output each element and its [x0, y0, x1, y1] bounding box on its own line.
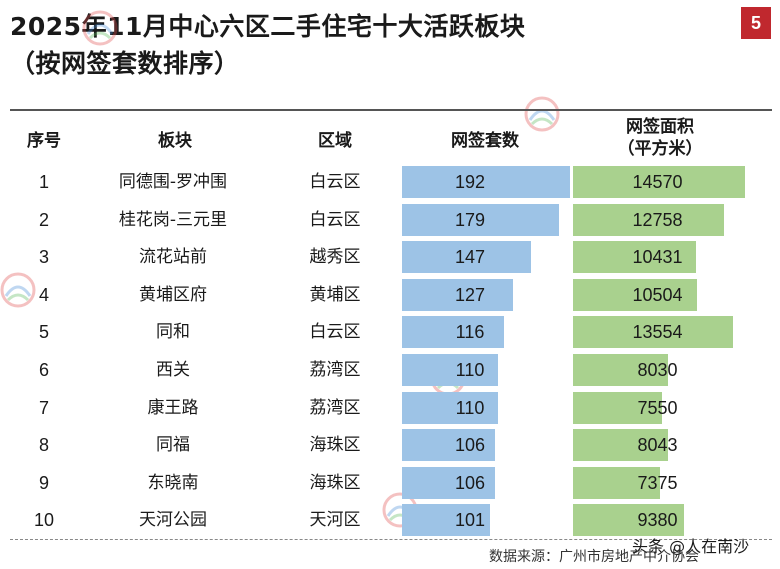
- rank-cell: 9: [38, 472, 49, 493]
- area-value-label: 14570: [632, 172, 683, 192]
- district-cell: 荔湾区: [309, 360, 361, 380]
- area-value-label: 7550: [637, 397, 678, 418]
- area-value-label: 9380: [637, 510, 678, 531]
- district-cell: 白云区: [309, 322, 361, 343]
- area-bar: [573, 203, 724, 236]
- district-cell: 白云区: [309, 172, 361, 192]
- units-bar: [402, 316, 504, 349]
- units-bar: [402, 278, 513, 311]
- block-cell: 西关: [156, 360, 190, 380]
- title-line-2: （按网签套数排序）: [10, 49, 240, 78]
- area-bar: [573, 429, 668, 462]
- rank-cell: 7: [38, 397, 49, 418]
- area-bar: [573, 354, 668, 386]
- area-value-label: 13554: [632, 322, 683, 343]
- title-line-1: 2025年11月中心六区二手住宅十大活跃板块: [10, 12, 526, 41]
- table-bottom-rule: [10, 539, 772, 540]
- units-value-label: 192: [454, 172, 486, 192]
- units-bar: [402, 241, 531, 274]
- watermark-logo-icon: [0, 272, 36, 308]
- header-units: 网签套数: [451, 131, 519, 151]
- area-bar: [573, 391, 662, 424]
- rank-cell: 1: [38, 172, 49, 192]
- watermark-logo-icon: [82, 10, 118, 46]
- block-cell: 东晓南: [147, 472, 199, 493]
- units-bar: [402, 391, 498, 424]
- district-cell: 越秀区: [309, 247, 361, 268]
- units-value-label: 106: [454, 435, 486, 456]
- units-value-label: 127: [454, 284, 486, 305]
- header-area: 网签面积 （平方米）: [595, 116, 725, 160]
- table-top-rule: [10, 109, 772, 111]
- block-cell: 桂花岗-三元里: [118, 209, 228, 230]
- units-value-label: 110: [455, 397, 485, 418]
- block-cell: 黄埔区府: [139, 284, 207, 305]
- units-bar: [402, 166, 570, 198]
- units-value-label: 179: [454, 209, 486, 230]
- area-value-label: 10504: [632, 284, 683, 305]
- area-value-label: 8043: [637, 435, 678, 456]
- area-value-label: 8030: [637, 360, 678, 380]
- area-bar: [573, 278, 697, 311]
- area-value-label: 12758: [632, 209, 683, 230]
- units-bar: [402, 504, 490, 537]
- district-cell: 天河区: [309, 510, 361, 531]
- rank-cell: 6: [38, 360, 49, 380]
- header-area-line-1: 网签面积: [626, 117, 694, 137]
- rank-cell: 5: [38, 322, 49, 343]
- rank-cell: 4: [38, 284, 49, 305]
- rank-cell: 3: [38, 247, 49, 268]
- rank-cell: 8: [38, 435, 49, 456]
- footer-source: 数据来源：广州市房地产中介协会: [489, 549, 699, 565]
- watermark-logo-icon: [524, 96, 560, 132]
- rank-cell: 2: [38, 209, 49, 230]
- area-bar: [573, 316, 733, 349]
- block-cell: 同和: [156, 322, 190, 343]
- units-bar: [402, 429, 495, 462]
- units-bar: [402, 203, 559, 236]
- district-cell: 荔湾区: [309, 397, 361, 418]
- header-rank: 序号: [27, 131, 61, 151]
- district-cell: 白云区: [309, 209, 361, 230]
- block-cell: 同德围-罗冲围: [118, 172, 228, 192]
- district-cell: 海珠区: [309, 435, 361, 456]
- block-cell: 流花站前: [139, 247, 207, 268]
- block-cell: 天河公园: [139, 510, 207, 531]
- block-cell: 康王路: [147, 397, 199, 418]
- header-block: 板块: [158, 131, 192, 151]
- area-bar: [573, 166, 745, 198]
- area-bar: [573, 241, 696, 274]
- units-value-label: 116: [455, 322, 485, 343]
- block-cell: 同福: [156, 435, 190, 456]
- units-bar: [402, 354, 498, 386]
- header-area-line-2: （平方米）: [617, 139, 703, 159]
- units-value-label: 147: [454, 247, 486, 268]
- footer-credit: 头条 @人在南沙: [632, 537, 750, 556]
- area-value-label: 7375: [637, 472, 678, 493]
- units-value-label: 101: [454, 510, 486, 531]
- header-district: 区域: [318, 131, 352, 151]
- district-cell: 海珠区: [309, 472, 361, 493]
- district-cell: 黄埔区: [309, 284, 361, 305]
- area-bar: [573, 504, 684, 537]
- page-number-badge: 5: [741, 7, 771, 39]
- chart-title: 2025年11月中心六区二手住宅十大活跃板块 （按网签套数排序）: [10, 8, 730, 82]
- area-bar: [573, 466, 660, 499]
- units-value-label: 110: [455, 360, 485, 380]
- rank-cell: 10: [33, 510, 55, 531]
- area-value-label: 10431: [632, 247, 683, 268]
- units-value-label: 106: [454, 472, 486, 493]
- units-bar: [402, 466, 495, 499]
